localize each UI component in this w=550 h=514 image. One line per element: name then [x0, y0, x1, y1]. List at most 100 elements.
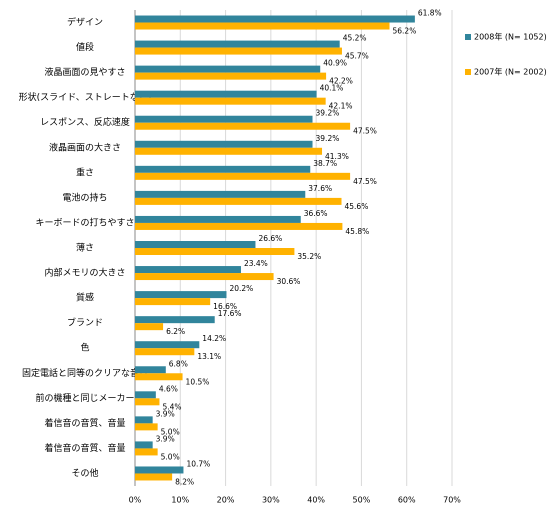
bar [135, 115, 313, 123]
value-label: 41.3% [325, 152, 349, 161]
value-label: 45.2% [343, 34, 367, 43]
bar [135, 40, 340, 48]
value-label: 35.2% [297, 252, 321, 261]
bar [135, 97, 326, 105]
bar [135, 47, 342, 55]
value-label: 30.6% [277, 277, 301, 286]
value-label: 39.2% [316, 109, 340, 118]
legend-swatch [465, 34, 471, 40]
bar [135, 366, 166, 374]
value-label: 42.1% [329, 102, 353, 111]
bar [135, 197, 342, 205]
bar [135, 190, 306, 198]
category-label: 前の機種と同じメーカー [35, 392, 134, 404]
value-label: 16.6% [213, 302, 237, 311]
bar [135, 273, 274, 281]
bar [135, 423, 158, 431]
bar [135, 22, 390, 30]
value-label: 40.1% [320, 84, 344, 93]
bar [135, 65, 321, 73]
category-label: 薄さ [76, 242, 94, 254]
value-label: 13.1% [197, 352, 221, 361]
value-label: 6.8% [169, 359, 188, 368]
bar [135, 441, 153, 449]
value-label: 14.2% [202, 334, 226, 343]
category-label: 電池の持ち [62, 191, 107, 203]
category-label: ブランド [67, 317, 103, 329]
value-label: 5.0% [161, 427, 180, 436]
bar [135, 473, 173, 481]
value-label: 20.2% [229, 284, 253, 293]
bar [135, 90, 317, 98]
x-tick-label: 50% [353, 496, 371, 505]
value-label: 8.2% [175, 477, 194, 486]
value-label: 37.6% [308, 184, 332, 193]
category-label: その他 [71, 467, 98, 479]
category-label: キーボードの打ちやすさ [35, 216, 134, 228]
value-label: 39.2% [316, 134, 340, 143]
legend-label: 2007年 (N= 2002) [474, 67, 547, 77]
value-label: 4.6% [159, 384, 178, 393]
x-tick-label: 0% [129, 496, 142, 505]
value-label: 38.7% [313, 159, 337, 168]
value-label: 40.9% [323, 59, 347, 68]
category-label: 液晶画面の大きさ [49, 141, 121, 153]
value-label: 5.0% [161, 452, 180, 461]
value-label: 5.4% [162, 402, 181, 411]
x-tick-label: 70% [443, 496, 461, 505]
category-label: 形状(スライド、ストレートなど) [19, 91, 152, 103]
value-label: 10.5% [186, 377, 210, 386]
bar [135, 15, 415, 23]
bar [135, 298, 211, 306]
bar [135, 248, 295, 255]
bar [135, 391, 156, 399]
category-label: 着信音の音質、音量 [44, 417, 125, 429]
value-label: 42.2% [329, 77, 353, 86]
bar [135, 172, 351, 180]
bar [135, 398, 160, 406]
value-label: 6.2% [166, 327, 185, 336]
value-label: 45.8% [345, 227, 369, 236]
value-label: 47.5% [353, 127, 377, 136]
value-label: 23.4% [244, 259, 268, 268]
category-label: 質感 [76, 292, 94, 304]
x-tick-label: 20% [217, 496, 235, 505]
category-label: 値段 [76, 41, 94, 53]
bar [135, 316, 215, 324]
bar [135, 466, 184, 474]
value-label: 17.6% [218, 309, 242, 318]
x-tick-label: 60% [398, 496, 416, 505]
bar [135, 416, 153, 424]
bar [135, 165, 311, 173]
value-label: 45.6% [345, 202, 369, 211]
value-label: 10.7% [186, 459, 210, 468]
bar [135, 323, 164, 331]
value-label: 56.2% [393, 27, 417, 36]
value-label: 26.6% [258, 234, 282, 243]
bar [135, 341, 200, 349]
bar [135, 266, 241, 274]
category-label: 着信音の音質、音量 [44, 442, 125, 454]
bar [135, 373, 183, 381]
category-label: 液晶画面の見やすさ [44, 66, 125, 78]
bar [135, 291, 227, 299]
category-label: レスポンス、反応速度 [40, 116, 130, 128]
category-label: 内部メモリの大きさ [44, 267, 125, 279]
bar [135, 241, 256, 248]
value-label: 47.5% [353, 177, 377, 186]
x-tick-label: 40% [307, 496, 325, 505]
bar [135, 222, 343, 230]
x-tick-label: 30% [262, 496, 280, 505]
category-label: デザイン [67, 16, 103, 28]
value-label: 3.9% [156, 434, 175, 443]
bar [135, 215, 301, 223]
bar [135, 122, 351, 130]
bar [135, 72, 327, 80]
value-label: 61.8% [418, 9, 442, 18]
bar [135, 147, 323, 155]
legend-label: 2008年 (N= 1052) [474, 32, 547, 42]
value-label: 36.6% [304, 209, 328, 218]
bar [135, 140, 313, 148]
x-tick-label: 10% [171, 496, 189, 505]
